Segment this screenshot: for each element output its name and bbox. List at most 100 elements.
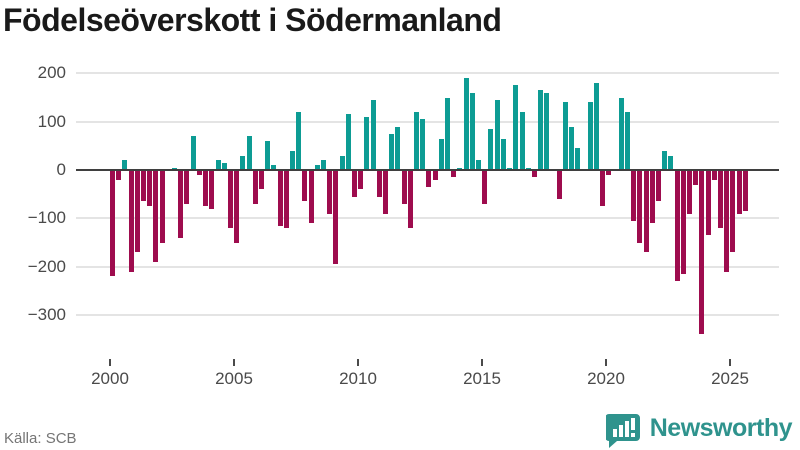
bar-2024-q4 [724,170,730,272]
bar-2018-q4 [575,148,581,170]
y-axis-label-100: 100 [37,111,66,131]
bar-2003-q4 [203,170,209,207]
bar-2014-q1 [457,167,463,170]
bar-2006-q1 [258,170,264,190]
bar-2022-q3 [668,155,674,170]
bar-2019-q3 [593,83,599,170]
bar-2019-q2 [587,102,593,170]
source-note: Källa: SCB [4,430,77,447]
x-axis-label-2015: 2015 [463,369,501,388]
bar-2015-q2 [488,128,494,170]
x-tick-2015 [481,359,483,366]
bar-2016-q3 [519,112,525,170]
bar-2010-q1 [358,170,364,190]
bar-2003-q3 [196,170,202,175]
bar-2003-q2 [190,136,196,170]
bar-2005-q1 [234,170,240,243]
bar-2008-q2 [314,165,320,170]
bar-2020-q1 [606,170,612,175]
bar-2006-q3 [271,165,277,170]
bar-2000-q2 [116,170,122,180]
bar-2021-q1 [631,170,637,221]
zero-axis-line [76,168,779,172]
gridline-y-300 [76,314,779,316]
bar-2016-q2 [513,85,519,170]
bar-2000-q4 [128,170,134,272]
x-axis-label-2025: 2025 [711,369,749,388]
bar-2002-q3 [172,167,177,170]
bar-2025-q3 [742,170,748,212]
bar-2010-q3 [370,99,376,170]
bar-2009-q2 [339,155,345,170]
bar-2017-q3 [544,92,550,170]
bar-2004-q2 [215,160,221,170]
bar-2024-q1 [705,170,711,236]
bar-2010-q4 [376,170,382,197]
bar-2000-q1 [110,170,115,277]
bar-2017-q1 [531,170,537,178]
bar-2022-q4 [674,170,680,282]
bar-2018-q3 [569,126,575,170]
bar-2003-q1 [184,170,190,204]
bar-2006-q2 [265,141,271,170]
bar-2008-q4 [327,170,333,214]
bar-2001-q3 [147,170,153,207]
bar-2009-q1 [333,170,339,265]
bar-2011-q2 [389,133,395,170]
bar-2007-q4 [302,170,308,202]
bar-2021-q3 [643,170,649,253]
bar-2024-q2 [711,170,717,180]
bar-2012-q1 [407,170,413,228]
bar-2015-q1 [482,170,488,204]
gridline-y100 [76,120,779,123]
bar-2010-q2 [364,116,370,170]
bar-2007-q1 [283,170,289,228]
x-tick-2005 [233,359,235,366]
x-axis-label-2000: 2000 [91,369,129,388]
bar-2009-q4 [352,170,357,197]
bar-2018-q1 [556,170,562,199]
bar-2002-q4 [178,170,184,238]
bar-2001-q4 [153,170,159,262]
bar-2011-q4 [401,170,407,204]
bar-2000-q3 [122,160,128,170]
y-axis-label--300: −300 [27,305,66,324]
bar-2012-q4 [426,170,432,187]
bar-2022-q2 [662,150,668,170]
bar-2024-q3 [718,170,723,228]
newsworthy-logo: Newsworthy [605,412,793,448]
bar-2011-q3 [395,126,401,170]
bar-2006-q4 [277,170,283,226]
bar-2023-q3 [693,170,699,185]
x-tick-2020 [605,359,607,366]
bar-2014-q2 [463,78,469,170]
x-axis-label-2010: 2010 [339,369,377,388]
gridline-y-100 [76,217,779,220]
x-tick-2010 [357,359,359,366]
bar-2021-q4 [649,170,655,224]
bar-2018-q2 [562,102,568,170]
bar-2002-q1 [159,170,165,243]
bar-2004-q4 [227,170,233,228]
bar-2011-q1 [383,170,388,214]
bar-2021-q2 [637,170,643,243]
bar-2007-q2 [289,150,295,170]
bar-2014-q3 [469,92,475,170]
bar-2005-q2 [240,155,246,170]
bar-2005-q4 [252,170,258,204]
bar-2020-q3 [618,97,624,170]
chart-title: Födelseöverskott i Södermanland [3,2,502,38]
newsworthy-logo-icon [605,414,640,448]
bar-2017-q2 [538,90,544,170]
bar-2015-q4 [500,138,506,170]
bar-2019-q4 [600,170,606,207]
bar-2004-q3 [221,162,227,170]
bar-2009-q3 [345,114,351,170]
x-axis-label-2020: 2020 [587,369,625,388]
bar-2012-q2 [414,112,419,170]
bar-2016-q1 [507,167,513,170]
bar-2015-q3 [494,99,500,170]
x-axis-label-2005: 2005 [215,369,253,388]
gridline-y200 [76,72,779,75]
